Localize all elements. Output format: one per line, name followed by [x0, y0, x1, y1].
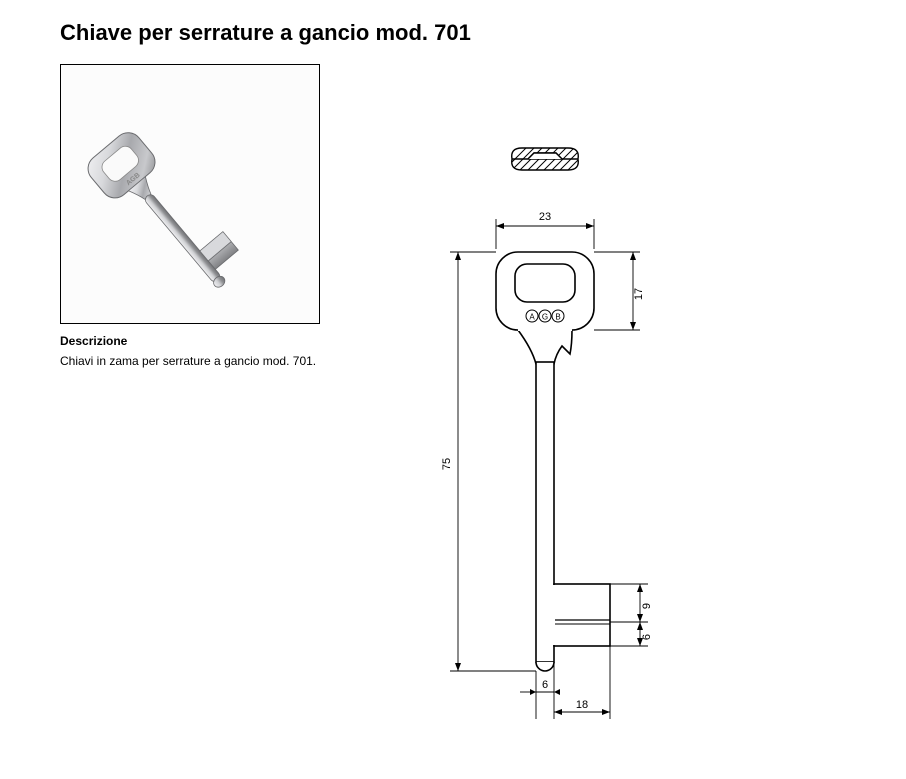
dim-6: 6 — [542, 679, 548, 691]
diagram-brand: A G B — [526, 310, 564, 322]
technical-diagram: 23 A G B — [380, 144, 720, 764]
dim-75: 75 — [441, 458, 453, 470]
dim-6b: 6 — [641, 634, 653, 640]
description-text: Chiavi in zama per serrature a gancio mo… — [60, 354, 320, 368]
svg-text:B: B — [555, 313, 560, 322]
description-label: Descrizione — [60, 334, 320, 348]
left-column: AGB Descrizione Chiavi — [60, 64, 320, 368]
dim-head-width: 23 — [496, 211, 594, 249]
dim-17: 17 — [633, 288, 645, 300]
dim-23: 23 — [539, 211, 551, 223]
page-title: Chiave per serrature a gancio mod. 701 — [60, 20, 846, 46]
svg-text:G: G — [542, 313, 548, 322]
content-row: AGB Descrizione Chiavi — [60, 64, 846, 764]
right-column: 23 A G B — [380, 64, 846, 764]
cross-section — [500, 144, 594, 174]
key-bit — [554, 584, 610, 646]
key-photo-svg: AGB — [70, 74, 310, 314]
dim-9: 9 — [641, 603, 653, 609]
dim-bottom: 6 18 — [520, 646, 610, 719]
product-photo: AGB — [60, 64, 320, 324]
dim-18: 18 — [576, 699, 588, 711]
dim-head-height: 17 — [594, 252, 645, 330]
dim-bit-heights: 9 6 — [610, 584, 653, 646]
diagram-svg: 23 A G B — [380, 144, 720, 774]
key-front-view: 23 A G B — [441, 211, 653, 719]
svg-text:A: A — [529, 313, 535, 322]
